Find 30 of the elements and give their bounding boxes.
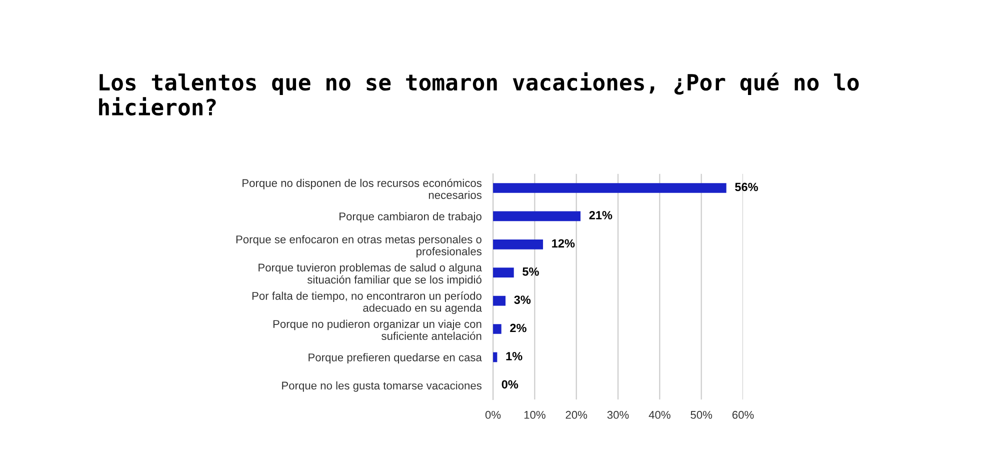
data-label: 21% [589,211,612,220]
data-label: 1% [506,352,522,360]
x-tick-label: 60% [732,410,754,419]
data-label: 0% [502,380,518,389]
data-label: 12% [552,239,575,248]
y-tick-label: Porque se enfocaron en otras metas personales o profesionales [236,235,482,258]
x-tick-label: 20% [566,410,588,419]
x-tick-label: 30% [607,410,629,419]
bar [493,296,506,306]
chart-title: Los talentos que no se tomaron vacaciones, ¿Por qué no lo hicieron? [99,72,859,116]
x-tick-label: 10% [524,410,546,419]
y-tick-label: Porque no pudieron organizar un viaje con suficiente antelación [273,320,482,340]
data-label: 3% [514,296,531,304]
x-tick-label: 40% [648,410,670,419]
bar [493,239,544,250]
data-label: 5% [522,267,539,276]
y-tick-label: Porque cambiaron de trabajo [340,212,482,223]
y-tick-label: Porque no les gusta tomarse vacaciones [282,381,482,392]
data-label: 56% [735,182,758,192]
bar [493,211,581,222]
data-label: 2% [510,324,526,332]
bar [493,324,502,334]
y-tick-label: Porque no disponen de los recursos económicos necesarios [242,178,482,199]
bar [493,268,514,278]
bar [493,183,726,193]
x-tick-label: 0% [485,410,501,419]
y-tick-label: Porque prefieren quedarse en casa [308,353,482,364]
y-tick-label: Porque tuvieron problemas de salud o alguna situación familiar que se los impidió [258,263,482,286]
y-tick-label: Por falta de tiempo, no encontraron un período adecuado en su agenda [252,292,482,314]
x-tick-label: 50% [690,410,712,419]
